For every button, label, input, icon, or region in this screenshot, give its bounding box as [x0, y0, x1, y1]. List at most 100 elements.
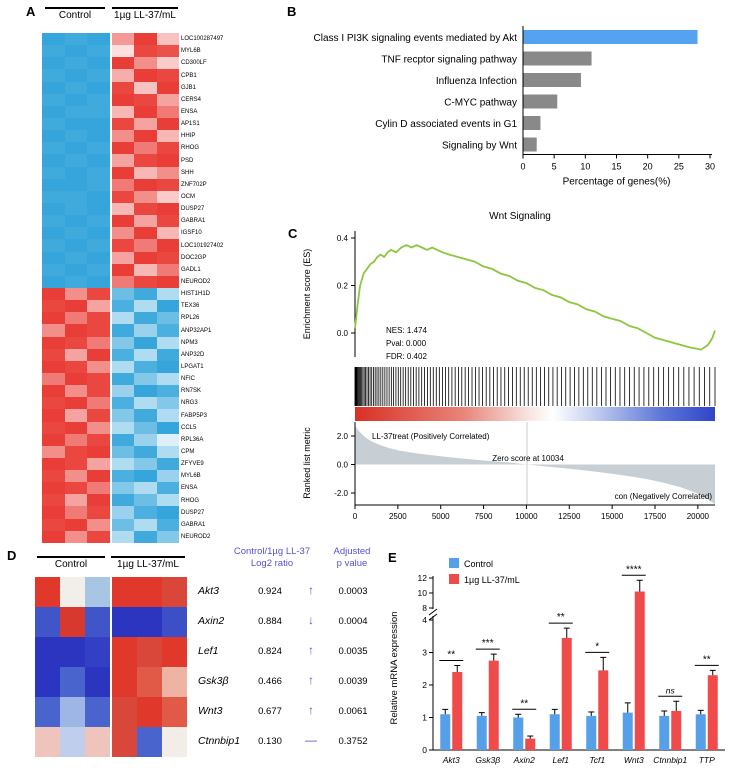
- heatmap-cell: [42, 57, 65, 70]
- gene-label: CD300LF: [181, 60, 207, 67]
- heatmap-cell: [42, 482, 65, 495]
- heatmap-row: [42, 312, 179, 325]
- heatmap-cell: [134, 409, 157, 422]
- expression-bar: [452, 672, 463, 750]
- heatmap-row: [42, 178, 179, 191]
- heatmap-cell: [64, 372, 87, 386]
- y-axis-title: Relative mRNA expression: [389, 612, 400, 725]
- heatmap-cell: [64, 287, 87, 301]
- x-tick-label: 15000: [601, 512, 624, 521]
- direction-arrow: ↑: [308, 703, 314, 717]
- heatmap-cell: [134, 348, 157, 361]
- heatmap-cell: [87, 372, 110, 386]
- heatmap-cell: [64, 178, 87, 191]
- heatmap-cell: [42, 421, 65, 434]
- significance-label: ***: [482, 638, 494, 649]
- heatmap-cell: [60, 637, 85, 667]
- pathway-label: C-MYC pathway: [444, 98, 517, 109]
- heatmap-cell: [64, 130, 87, 143]
- heatmap-cell: [111, 215, 134, 228]
- heatmap-cell: [87, 275, 110, 288]
- heatmap-cell: [111, 166, 134, 179]
- heatmap-cell: [112, 577, 137, 607]
- heatmap-cell: [111, 312, 134, 325]
- x-tick-label: 5: [552, 162, 557, 172]
- heatmap-cell: [42, 117, 65, 131]
- log2-ratio-value: 0.466: [258, 676, 282, 687]
- heatmap-cell: [156, 45, 179, 58]
- heatmap-row: [42, 336, 179, 349]
- gene-label: CPM: [181, 448, 195, 455]
- gene-label: LOC100287497: [181, 36, 224, 43]
- heatmap-row: [42, 348, 179, 361]
- category-label: Akt3: [442, 755, 460, 765]
- significance-label: ns: [666, 685, 676, 695]
- heatmap-row: [42, 93, 179, 106]
- zero-score-label: Zero score at 10034: [492, 454, 564, 463]
- es-tick-label: 0.4: [337, 234, 349, 243]
- x-tick-label: 12500: [558, 512, 581, 521]
- heatmap-cell: [134, 312, 157, 325]
- heatmap-cell: [134, 117, 157, 131]
- heatmap-cell: [42, 263, 65, 276]
- panel-c-chart: Wnt Signaling 0.0 0.2 0.4 NES: 1.474 Pval: 0.…: [302, 211, 716, 521]
- heatmap-cell: [156, 506, 179, 519]
- gene-label: RHOG: [181, 145, 199, 152]
- gene-label: ENSA: [181, 108, 198, 115]
- log2-ratio-value: 0.677: [258, 706, 282, 717]
- significance-label: ****: [626, 564, 642, 575]
- heatmap-cell: [64, 81, 87, 94]
- heatmap-cell: [87, 324, 110, 337]
- heatmap-cell: [42, 154, 65, 167]
- heatmap-cell: [42, 251, 65, 264]
- heatmap-cell: [87, 518, 110, 531]
- heatmap-cell: [137, 607, 162, 637]
- expression-bar: [659, 715, 670, 750]
- panel-d-heatmap: [35, 577, 187, 757]
- heatmap-cell: [64, 506, 87, 519]
- heatmap-cell: [87, 130, 110, 143]
- pathway-label: Class I PI3K signaling events mediated b…: [314, 33, 518, 44]
- rank-tick-label: -2.0: [334, 489, 348, 498]
- heatmap-cell: [156, 227, 179, 240]
- expression-bar: [695, 714, 706, 750]
- heatmap-cell: [137, 577, 162, 607]
- heatmap-cell: [64, 360, 87, 373]
- category-label: Gsk3β: [475, 755, 500, 765]
- heatmap-cell: [156, 433, 179, 446]
- x-tick-label: 0: [520, 162, 525, 172]
- gene-label: GJB1: [181, 84, 197, 91]
- heatmap-cell: [35, 697, 60, 727]
- pathway-bar: [523, 94, 558, 109]
- heatmap-cell: [111, 518, 134, 531]
- heatmap-cell: [111, 506, 134, 519]
- direction-arrow: ↓: [308, 613, 314, 627]
- heatmap-cell: [64, 45, 87, 58]
- heatmap-cell: [42, 470, 65, 483]
- legend-swatch-treatment: [449, 574, 459, 584]
- y-tick-label: 4: [422, 615, 427, 625]
- significance-label: **: [557, 612, 565, 623]
- heatmap-cell: [87, 166, 110, 179]
- heatmap-row: [42, 166, 179, 179]
- heatmap-row: [42, 275, 179, 288]
- heatmap-cell: [42, 385, 65, 398]
- gene-name: Akt3: [198, 585, 220, 597]
- heatmap-cell: [87, 360, 110, 373]
- heatmap-cell: [87, 178, 110, 191]
- heatmap-cell: [111, 457, 134, 471]
- y-tick-label: 0: [422, 745, 427, 755]
- rank-gradient-bar: [355, 407, 715, 421]
- heatmap-cell: [42, 130, 65, 143]
- heatmap-cell: [156, 154, 179, 167]
- gsea-title: Wnt Signaling: [489, 211, 551, 222]
- category-label: Ctnnbip1: [653, 755, 687, 765]
- gene-label: ANP32AP1: [181, 327, 212, 334]
- heatmap-cell: [156, 251, 179, 264]
- heatmap-cell: [111, 433, 134, 446]
- heatmap-cell: [111, 45, 134, 58]
- heatmap-cell: [64, 69, 87, 82]
- heatmap-row: [42, 372, 179, 386]
- heatmap-row: [35, 637, 187, 667]
- heatmap-cell: [156, 348, 179, 361]
